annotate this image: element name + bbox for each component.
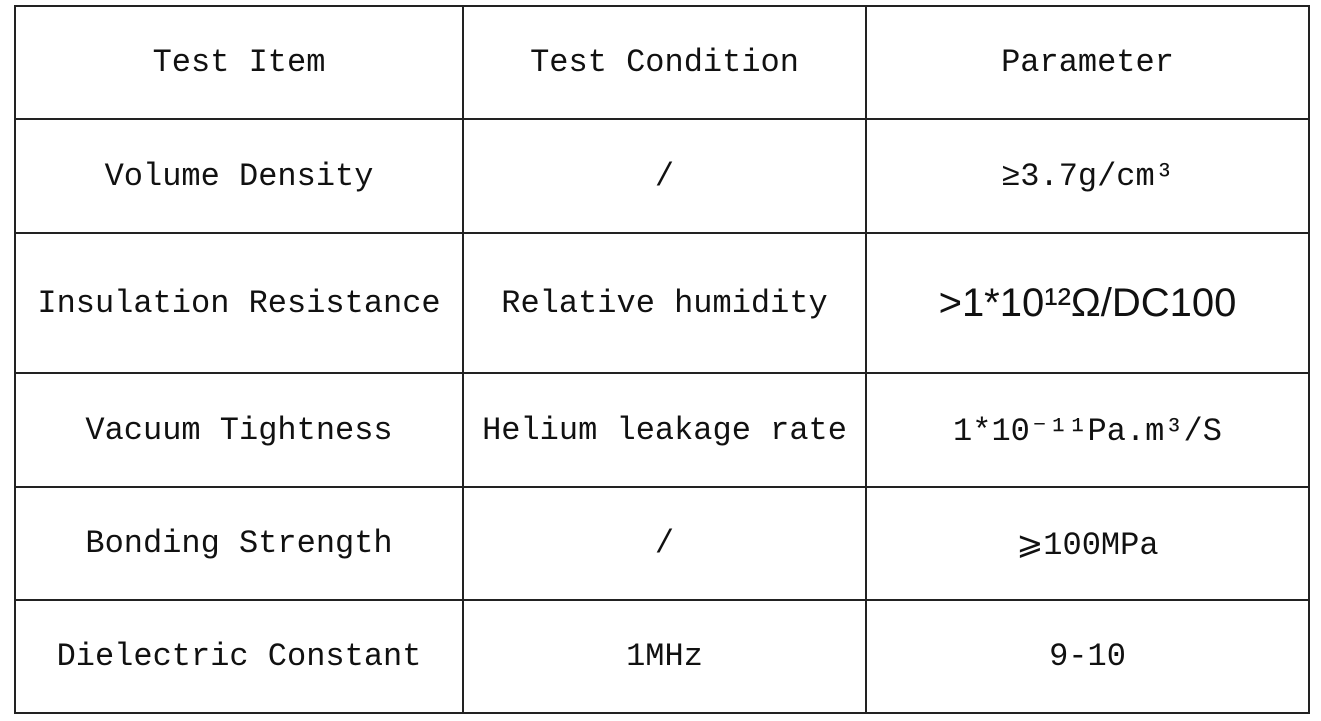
table-cell: Volume Density: [14, 118, 464, 234]
table-cell: Relative humidity: [462, 232, 867, 374]
table-cell: ≥3.7g/cm³: [865, 118, 1310, 234]
table-cell: Dielectric Constant: [14, 599, 464, 714]
table-cell: /: [462, 486, 867, 601]
spec-table: Test Item Test Condition Parameter Volum…: [14, 5, 1310, 714]
table-row: Vacuum Tightness Helium leakage rate 1*10⁻…: [14, 372, 1310, 488]
table-cell: 1MHz: [462, 599, 867, 714]
table-row: Insulation Resistance Relative humidity >1…: [14, 232, 1310, 374]
table-cell: ⩾100MPa: [865, 486, 1310, 601]
header-cell: Test Item: [14, 5, 464, 120]
table-cell: 9-10: [865, 599, 1310, 714]
table-cell: 1*10⁻¹¹Pa.m³/S: [865, 372, 1310, 488]
table-cell: /: [462, 118, 867, 234]
table-cell: Insulation Resistance: [14, 232, 464, 374]
header-row: Test Item Test Condition Parameter: [14, 5, 1310, 120]
table-cell: Vacuum Tightness: [14, 372, 464, 488]
table-body: Volume Density / ≥3.7g/cm³ Insulation Resis…: [14, 118, 1310, 714]
table-cell: Helium leakage rate: [462, 372, 867, 488]
header-cell: Test Condition: [462, 5, 867, 120]
header-cell: Parameter: [865, 5, 1310, 120]
table-row: Volume Density / ≥3.7g/cm³: [14, 118, 1310, 234]
table-row: Dielectric Constant 1MHz 9-10: [14, 599, 1310, 714]
table-row: Bonding Strength / ⩾100MPa: [14, 486, 1310, 601]
table-header: Test Item Test Condition Parameter: [14, 5, 1310, 120]
table-cell: >1*10¹²Ω/DC100: [865, 232, 1310, 374]
table-cell: Bonding Strength: [14, 486, 464, 601]
